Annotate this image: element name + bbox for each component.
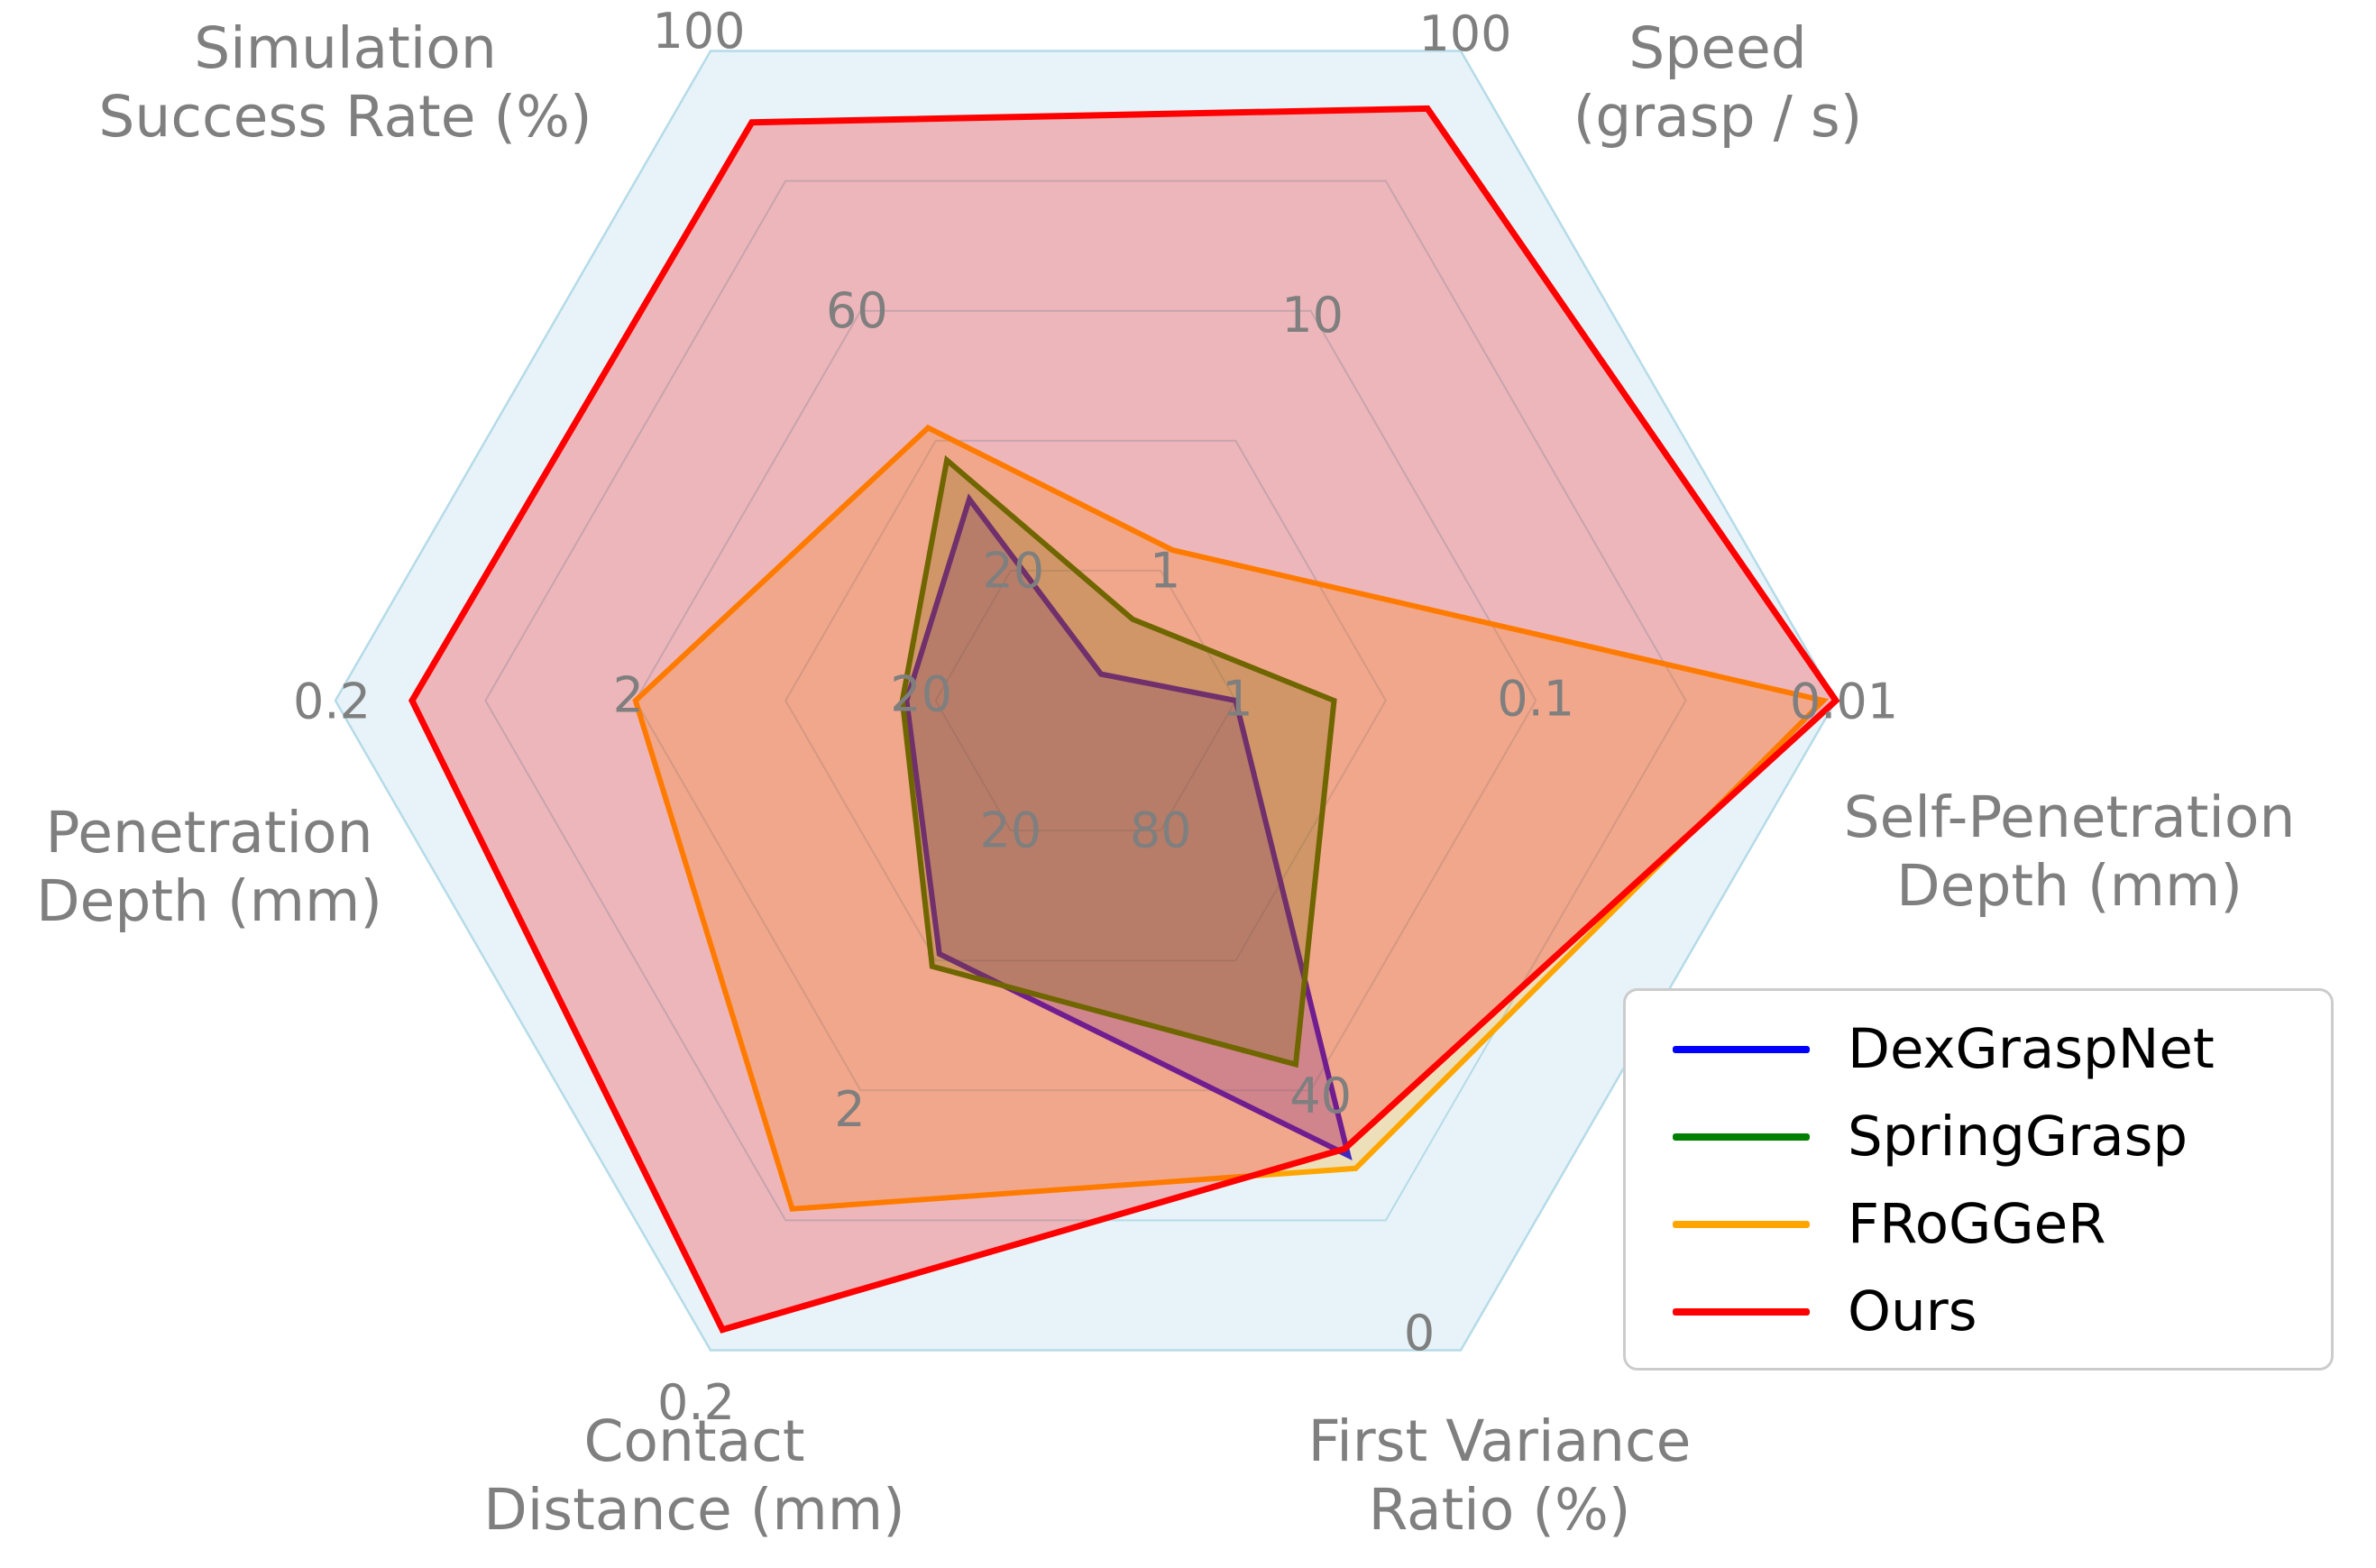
dexgraspnet-line-icon bbox=[1673, 1045, 1810, 1053]
tick-label-penetration-depth: 0.2 bbox=[293, 674, 371, 730]
series-polygon-ours bbox=[408, 105, 1840, 1334]
tick-label-speed: 100 bbox=[1418, 5, 1511, 62]
tick-label-speed: 1 bbox=[1150, 542, 1180, 599]
tick-label-contact-distance: 2 bbox=[834, 1081, 865, 1138]
tick-label-simulation-success-rate: 60 bbox=[826, 282, 888, 339]
series-polygon-frogger bbox=[632, 424, 1830, 1212]
grid-ring bbox=[934, 569, 1237, 832]
tick-label-simulation-success-rate: 20 bbox=[982, 542, 1044, 599]
tick-label-first-variance-ratio: 80 bbox=[1130, 802, 1192, 859]
grid-ring bbox=[484, 179, 1687, 1222]
legend-item-frogger: FRoGGeR bbox=[1673, 1180, 2331, 1268]
grid-ring bbox=[784, 439, 1387, 962]
axis-label-penetration-depth: Penetration Depth (mm) bbox=[36, 800, 382, 934]
legend-item-ours: Ours bbox=[1673, 1268, 2331, 1355]
axis-label-first-variance-ratio: First Variance Ratio (%) bbox=[1307, 1408, 1692, 1543]
legend-label-springgrasp: SpringGrasp bbox=[1848, 1105, 2188, 1169]
legend-label-dexgraspnet: DexGraspNet bbox=[1848, 1017, 2215, 1081]
tick-label-simulation-success-rate: 100 bbox=[652, 3, 745, 60]
grid-ring-outer bbox=[334, 50, 1838, 1352]
series-polygon-springgrasp bbox=[899, 454, 1337, 1068]
legend-item-dexgraspnet: DexGraspNet bbox=[1673, 1005, 2331, 1093]
tick-label-contact-distance: 0.2 bbox=[657, 1374, 735, 1431]
frogger-line-icon bbox=[1673, 1220, 1810, 1228]
axis-label-speed: Speed (grasp / s) bbox=[1573, 15, 1863, 150]
legend-item-springgrasp: SpringGrasp bbox=[1673, 1093, 2331, 1180]
axis-label-self-penetration-depth: Self-Penetration Depth (mm) bbox=[1843, 784, 2296, 919]
tick-label-penetration-depth: 2 bbox=[613, 667, 644, 724]
chart-legend: DexGraspNet SpringGrasp FRoGGeR Ours bbox=[1623, 988, 2334, 1371]
ours-line-icon bbox=[1673, 1307, 1810, 1316]
tick-label-self-penetration-depth: 1 bbox=[1222, 671, 1252, 728]
tick-label-penetration-depth: 20 bbox=[890, 666, 952, 723]
legend-label-ours: Ours bbox=[1848, 1279, 1977, 1343]
tick-label-contact-distance: 20 bbox=[979, 802, 1041, 859]
tick-label-self-penetration-depth: 0.01 bbox=[1790, 674, 1898, 730]
legend-label-frogger: FRoGGeR bbox=[1848, 1192, 2106, 1256]
axis-label-simulation-success-rate: Simulation Success Rate (%) bbox=[98, 15, 592, 150]
tick-label-first-variance-ratio: 0 bbox=[1404, 1305, 1435, 1362]
axis-label-contact-distance: Contact Distance (mm) bbox=[483, 1408, 905, 1543]
tick-label-self-penetration-depth: 0.1 bbox=[1497, 671, 1574, 728]
springgrasp-line-icon bbox=[1673, 1132, 1810, 1141]
tick-label-speed: 10 bbox=[1281, 287, 1344, 344]
tick-label-first-variance-ratio: 40 bbox=[1289, 1068, 1352, 1124]
